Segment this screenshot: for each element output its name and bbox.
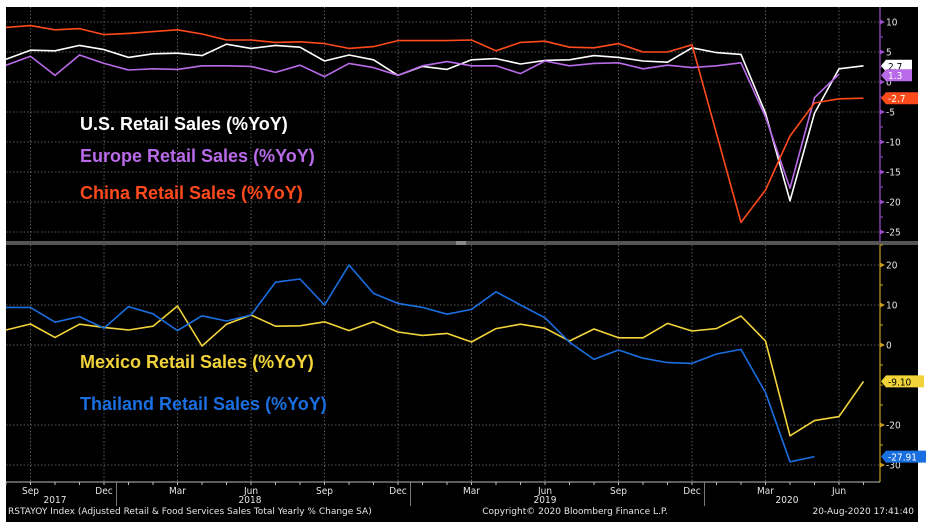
y-tick-label: 20	[886, 261, 898, 272]
y-tick-label: 0	[886, 78, 892, 89]
x-tick-label: Sep	[22, 486, 39, 497]
y-tick-label: -10	[886, 138, 901, 149]
legend-entry: Mexico Retail Sales (%YoY)	[80, 352, 314, 372]
x-tick-label: Sep	[316, 486, 333, 497]
y-axis-tick	[880, 199, 885, 205]
y-axis-tick	[880, 262, 885, 268]
y-tick-label: 10	[886, 18, 898, 29]
x-year-label: 2020	[776, 495, 799, 506]
legend-entry: Thailand Retail Sales (%YoY)	[80, 394, 327, 414]
x-tick-label: Dec	[683, 486, 700, 497]
last-value-tag-shape	[881, 59, 912, 72]
last-value-tag-shape	[881, 450, 926, 463]
x-year-label: 2017	[44, 495, 67, 506]
x-tick-label: Dec	[389, 486, 406, 497]
last-value-tag-shape	[881, 69, 912, 82]
y-axis-tick	[880, 109, 885, 115]
y-axis-tick	[880, 342, 885, 348]
y-tick-label: -15	[886, 168, 901, 179]
x-year-label: 2018	[239, 495, 262, 506]
x-tick-label: Sep	[610, 486, 627, 497]
x-tick-label: Mar	[463, 486, 480, 497]
y-axis-tick	[880, 422, 885, 428]
footer-security: RSTAYOY Index (Adjusted Retail & Food Se…	[8, 507, 372, 517]
legend-entry: U.S. Retail Sales (%YoY)	[80, 114, 288, 134]
top-panel: 10 5 0 -5 -10 -15 -20 -25 U.S. Retail Sales (%Yo…	[5, 7, 918, 241]
y-tick-label: -5	[886, 108, 895, 119]
last-value-tag-shape	[881, 375, 924, 388]
x-tick-label: Dec	[95, 486, 112, 497]
y-tick-label: -20	[886, 198, 901, 209]
x-tick-label: Jun	[243, 486, 258, 497]
last-value-tag: -27.91	[881, 450, 926, 464]
y-tick-label: 5	[886, 48, 892, 59]
legend-entry: Europe Retail Sales (%YoY)	[80, 146, 315, 166]
panel-divider-handle[interactable]	[456, 241, 466, 245]
x-tick-label: Jun	[537, 486, 552, 497]
y-tick-label: 10	[886, 301, 898, 312]
x-tick-label: Mar	[757, 486, 774, 497]
last-value-label: -9.10	[888, 377, 912, 388]
x-tick-label: Jun	[831, 486, 846, 497]
series-line-0	[5, 43, 864, 202]
y-axis-tick	[880, 462, 885, 468]
y-axis-tick	[880, 302, 885, 308]
y-axis-tick	[880, 19, 885, 25]
last-value-tag-shape	[881, 92, 918, 105]
legend-entry: China Retail Sales (%YoY)	[80, 183, 303, 203]
series-line-1	[6, 264, 815, 463]
y-tick-label: -20	[886, 421, 901, 432]
y-axis-tick	[880, 79, 885, 85]
last-value-tag: 2.7	[881, 59, 912, 73]
footer-timestamp: 20-Aug-2020 17:41:40	[812, 507, 914, 517]
x-year-label: 2019	[534, 495, 557, 506]
x-axis: Sep Dec Mar Jun Sep Dec Mar Jun Sep Dec Mar Jun 2017…	[5, 481, 880, 506]
series-line-0	[5, 305, 865, 437]
last-value-tag: -2.7	[881, 92, 918, 105]
bottom-panel: 20 10 0 -20 -30 Mexico Retail Sales (%YoY) -9.…	[5, 244, 926, 482]
y-axis-tick	[880, 139, 885, 145]
y-axis-tick	[880, 49, 885, 55]
last-value-label: -2.7	[888, 94, 906, 105]
y-tick-label: -30	[886, 461, 901, 472]
x-tick-label: Mar	[169, 486, 186, 497]
y-axis-tick	[880, 229, 885, 235]
last-value-label: -27.91	[888, 453, 917, 464]
footer-copyright: Copyright© 2020 Bloomberg Finance L.P.	[482, 507, 667, 517]
last-value-tag: -9.10	[881, 375, 924, 388]
last-value-tag: 1.3	[881, 69, 912, 82]
last-value-label: 1.3	[888, 71, 902, 82]
y-tick-label: -25	[886, 228, 901, 239]
y-tick-label: 0	[886, 341, 892, 352]
y-axis-tick	[880, 169, 885, 175]
last-value-label: 2.7	[888, 62, 902, 73]
